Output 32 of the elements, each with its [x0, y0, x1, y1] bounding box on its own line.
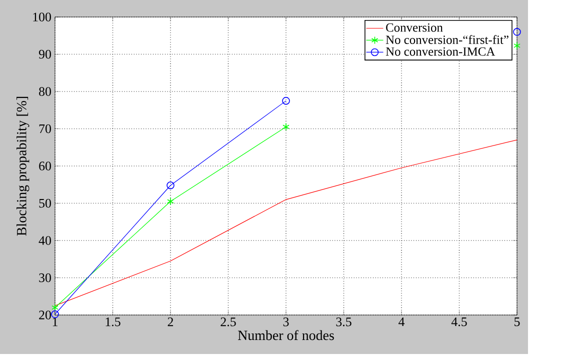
x-axis-title: Number of nodes [238, 330, 334, 340]
x-tick-label: 1 [52, 318, 58, 326]
y-tick-label: 40 [38, 236, 51, 245]
x-tick-label: 2.5 [220, 318, 236, 326]
legend-label: Conversion [386, 23, 443, 32]
point [282, 96, 290, 105]
point [514, 42, 520, 50]
y-tick-label: 50 [39, 198, 51, 208]
legend-label: No conversion-IMCA [386, 47, 496, 56]
x-tick-label: 3 [283, 318, 289, 326]
point [52, 304, 58, 312]
x-tick-label: 3.5 [336, 318, 352, 326]
point [51, 310, 59, 318]
point [513, 28, 521, 36]
y-tick-label: 100 [33, 12, 51, 22]
point [167, 198, 174, 206]
point [166, 181, 174, 190]
x-tick-label: 2 [168, 318, 174, 326]
legend-label: No conversion-“first-fit” [386, 35, 508, 44]
x-tick-label: 4 [398, 318, 405, 326]
point [282, 123, 290, 131]
x-tick-label: 1.5 [106, 318, 120, 326]
x-tick-label: 4.5 [451, 318, 467, 326]
y-tick-label: 70 [39, 124, 51, 134]
y-tick-label: 80 [39, 87, 51, 96]
y-tick-label: 60 [39, 162, 51, 170]
y-tick-label: 20 [39, 310, 51, 320]
y-tick-label: 90 [38, 50, 51, 59]
line-series [55, 140, 518, 306]
x-tick-label: 5 [514, 318, 520, 326]
y-tick-label: 30 [39, 273, 51, 282]
y-axis-title: Blocking propability [%] [16, 96, 30, 236]
